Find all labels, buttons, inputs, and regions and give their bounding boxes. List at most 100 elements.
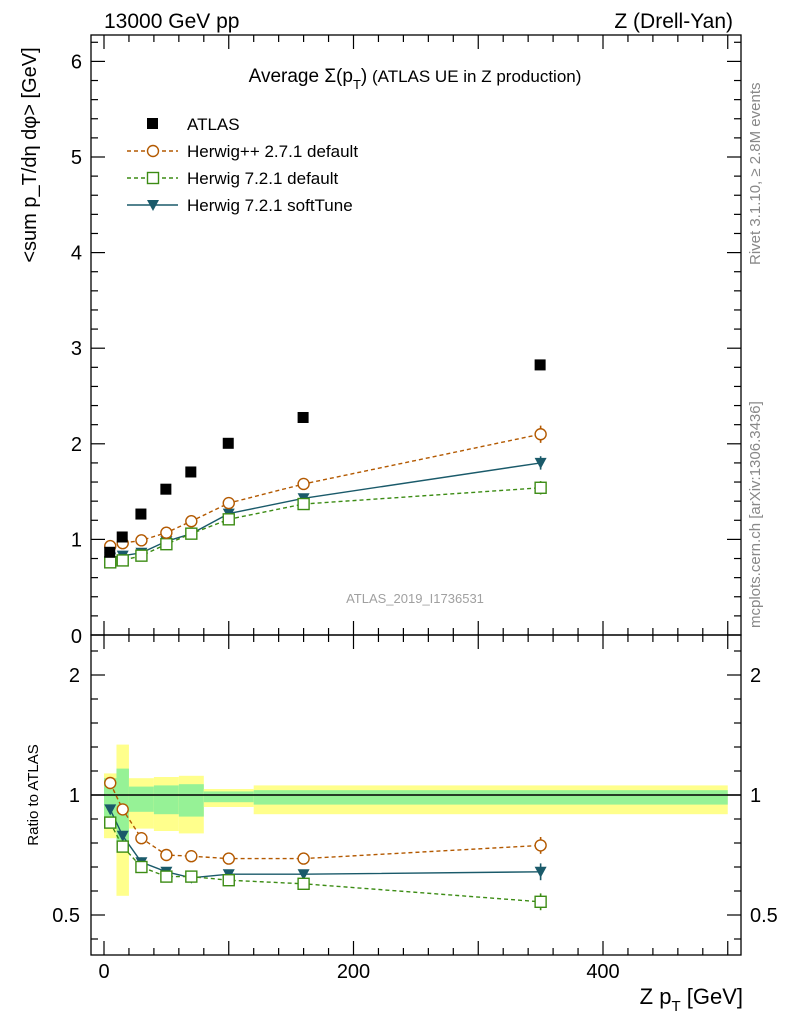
main-plot: ATLAS Herwig++ 2.7.1 default Herwig 7.2.1 … [19, 34, 742, 648]
main-ylabel: <sum p_T/dη dφ> [GeV] [19, 47, 41, 262]
ratio-y-tick-label: 2 [69, 665, 80, 687]
main-herwig-2-7-1-default-line [110, 433, 541, 547]
ratio-herwig-7-2-1-softtune-point [297, 869, 310, 881]
header-right: Z (Drell-Yan) [614, 10, 733, 33]
legend-label: ATLAS [187, 115, 240, 134]
ratio-herwig-7-2-1-default-point [116, 840, 129, 853]
legend-label: Herwig++ 2.7.1 default [187, 142, 358, 161]
ratio-plot: 0.5 0.5 1 1 2 2 0 200 400 Ratio to ATLAS Z pT [G… [25, 634, 778, 1015]
main-herwig-2-7-1-default-point [534, 428, 547, 441]
ratio-herwig-2-7-1-default-point [104, 776, 117, 790]
main-herwig-2-7-1-default-point [222, 496, 235, 510]
inner-band [153, 785, 179, 815]
main-atlas-point [185, 466, 197, 478]
legend: ATLAS Herwig++ 2.7.1 default Herwig 7.2.1 … [127, 115, 358, 215]
y-tick-label: 4 [71, 243, 82, 265]
y-tick-label: 0 [71, 626, 82, 648]
ratio-herwig-7-2-1-default-point [160, 870, 173, 883]
header-left: 13000 GeV pp [104, 10, 239, 33]
main-herwig-7-2-1-default-point [116, 554, 129, 567]
main-title: Average Σ(pT) (ATLAS UE in Z production) [249, 66, 582, 92]
main-atlas-point [222, 437, 234, 449]
main-herwig-2-7-1-default-point [185, 515, 198, 528]
main-herwig-2-7-1-default-point [297, 477, 310, 491]
ratio-herwig-2-7-1-default-point [222, 852, 235, 865]
ratio-herwig-7-2-1-default-point [297, 877, 310, 890]
main-herwig-7-2-1-default-line [110, 487, 541, 563]
analysis-label: ATLAS_2019_I1736531 [346, 591, 484, 606]
main-herwig-7-2-1-softtune-point [534, 457, 547, 469]
main-herwig-7-2-1-default-point [222, 513, 235, 526]
ratio-herwig-7-2-1-default-line [109, 822, 541, 903]
xlabel: Z pT [GeV] [640, 984, 743, 1015]
ratio-herwig-7-2-1-softtune-point [116, 830, 129, 842]
legend-label: Herwig 7.2.1 default [187, 169, 338, 188]
y-tick-label: 1 [71, 529, 82, 551]
main-herwig-2-7-1-default-point [160, 526, 173, 539]
main-ticks: 1 2 3 4 5 6 0 [71, 35, 741, 648]
inner-band [128, 786, 154, 812]
main-herwig-2-7-1-default-point [135, 534, 148, 547]
ratio-herwig-7-2-1-softtune-point [104, 804, 117, 816]
x-tick-label: 0 [98, 961, 109, 983]
legend-marker [146, 171, 160, 185]
ratio-herwig-7-2-1-softtune-point [534, 866, 547, 878]
ratio-ticks: 0.5 0.5 1 1 2 2 0 200 400 [52, 635, 778, 983]
legend-item-herwig-7-2-1-default: Herwig 7.2.1 default [127, 169, 338, 188]
ratio-y-tick-label-right: 2 [750, 665, 761, 687]
rivet-label: Rivet 3.1.10, ≥ 2.8M events [747, 83, 764, 266]
main-herwig-7-2-1-default-point [160, 537, 173, 551]
ratio-herwig-7-2-1-softtune-line [109, 809, 541, 879]
main-atlas-point [135, 508, 147, 520]
ratio-herwig-7-2-1-default-point [222, 874, 235, 887]
legend-marker [147, 118, 158, 129]
legend-item-atlas: ATLAS [147, 115, 240, 134]
main-atlas-point [160, 483, 172, 495]
ratio-y-tick-label-right: 0.5 [750, 905, 778, 927]
ratio-herwig-2-7-1-default-point [135, 832, 148, 845]
ratio-herwig-7-2-1-default-point [185, 870, 198, 883]
ratio-herwig-7-2-1-default-point [534, 895, 547, 908]
ratio-herwig-2-7-1-default-point [297, 852, 310, 865]
inner-band [178, 784, 204, 817]
legend-label: Herwig 7.2.1 softTune [187, 196, 353, 215]
main-atlas-point [297, 411, 309, 423]
mcplots-label: mcplots.cern.ch [arXiv:1306.3436] [747, 401, 764, 628]
x-tick-label: 200 [337, 961, 370, 983]
ratio-herwig-2-7-1-default-point [534, 839, 547, 852]
main-herwig-7-2-1-default-point [297, 497, 310, 511]
main-herwig-7-2-1-default-point [104, 556, 117, 569]
ratio-herwig-2-7-1-default-point [116, 803, 129, 816]
legend-item-herwig-2-7-1-default: Herwig++ 2.7.1 default [127, 142, 358, 161]
x-tick-label: 400 [586, 961, 619, 983]
y-tick-label: 6 [71, 51, 82, 73]
ratio-y-tick-label: 0.5 [52, 905, 80, 927]
ratio-herwig-7-2-1-default-point [135, 860, 148, 874]
ratio-herwig-2-7-1-default-point [160, 848, 173, 862]
legend-marker [146, 144, 160, 158]
main-atlas-point [104, 546, 116, 558]
ratio-uncertainty-bands [91, 744, 741, 896]
ratio-ylabel: Ratio to ATLAS [25, 744, 42, 845]
main-herwig-7-2-1-default-point [135, 549, 148, 562]
y-tick-label: 2 [71, 434, 82, 456]
inner-band [203, 791, 254, 803]
legend-marker [147, 200, 159, 211]
inner-band [353, 790, 728, 805]
y-tick-label: 3 [71, 338, 82, 360]
main-herwig-7-2-1-default-point [185, 527, 198, 540]
ratio-herwig-2-7-1-default-point [185, 850, 198, 863]
main-atlas-point [116, 531, 128, 543]
y-tick-label: 5 [71, 147, 82, 169]
ratio-y-tick-label-right: 1 [750, 785, 761, 807]
ratio-herwig-7-2-1-default-point [104, 816, 117, 829]
legend-item-herwig-7-2-1-softtune: Herwig 7.2.1 softTune [127, 196, 353, 215]
inner-band [253, 790, 354, 805]
main-atlas-point [534, 359, 546, 371]
ratio-data-layer [104, 776, 547, 911]
ratio-herwig-2-7-1-default-line [109, 782, 541, 860]
main-herwig-7-2-1-softtune-line [110, 462, 541, 559]
main-herwig-7-2-1-default-point [534, 481, 547, 494]
main-data-layer [104, 359, 547, 569]
